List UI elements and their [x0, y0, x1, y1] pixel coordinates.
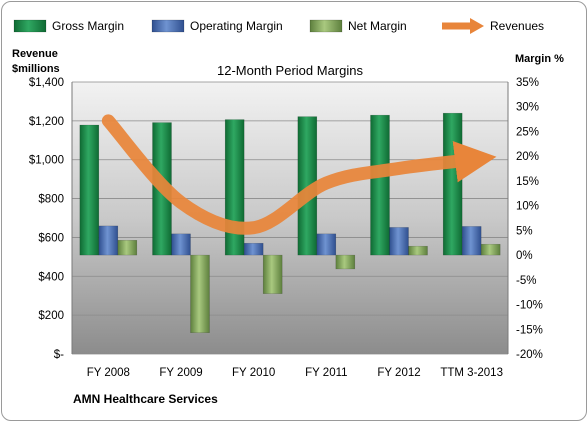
net-margin-bar: [481, 244, 500, 255]
operating-margin-bar: [390, 227, 409, 255]
legend-label: Operating Margin: [190, 19, 283, 33]
right-tick-label: -5%: [516, 275, 536, 287]
plot-area: [72, 82, 508, 354]
category-labels: FY 2008 FY 2009 FY 2010 FY 2011 FY 2012 TTM 3…: [87, 367, 503, 379]
operating-margin-bar: [172, 234, 191, 255]
operating-margin-bar: [462, 226, 481, 255]
right-tick-label: -15%: [516, 324, 543, 336]
category-label: TTM 3-2013: [440, 367, 503, 379]
right-tick-label: -10%: [516, 300, 543, 312]
legend-swatch-operating-margin: [152, 20, 184, 32]
company-name: AMN Healthcare Services: [73, 392, 218, 406]
right-tick-label: 35%: [516, 77, 539, 89]
net-margin-bar: [191, 255, 210, 333]
net-margin-bar: [336, 255, 355, 269]
legend-label: Revenues: [490, 19, 544, 33]
legend-swatch-net-margin: [310, 20, 342, 32]
gross-margin-bar: [225, 120, 244, 256]
chart-title: 12-Month Period Margins: [217, 63, 363, 78]
net-margin-bar: [263, 255, 282, 294]
right-tick-label: 10%: [516, 201, 539, 213]
left-tick-label: $200: [38, 310, 64, 322]
gross-margin-bar: [371, 115, 390, 255]
gross-margin-bar: [80, 125, 99, 255]
left-axis-label-line2: $millions: [12, 63, 60, 75]
legend-swatch-gross-margin: [14, 20, 46, 32]
left-axis-label-line1: Revenue: [12, 48, 58, 60]
category-label: FY 2009: [159, 367, 202, 379]
right-tick-label: 25%: [516, 126, 539, 138]
left-axis-ticks: $- $200 $400 $600 $800 $1,000 $1,200 $1,400: [29, 77, 64, 361]
left-tick-label: $400: [38, 271, 64, 283]
chart-legend: Gross Margin Operating Margin Net Margin Re…: [14, 18, 544, 34]
legend-label: Net Margin: [348, 19, 407, 33]
right-tick-label: 5%: [516, 225, 533, 237]
left-tick-label: $600: [38, 232, 64, 244]
right-axis-ticks: -20% -15% -10% -5% 0% 5% 10% 15% 20% 25% 30% 35%: [516, 77, 543, 361]
right-tick-label: 20%: [516, 151, 539, 163]
right-axis-label: Margin %: [515, 53, 564, 65]
legend-label: Gross Margin: [52, 19, 124, 33]
left-tick-label: $-: [54, 349, 64, 361]
right-tick-label: 30%: [516, 102, 539, 114]
category-label: FY 2012: [377, 367, 420, 379]
operating-margin-bar: [99, 226, 118, 255]
left-tick-label: $800: [38, 194, 64, 206]
gross-margin-bar: [443, 113, 462, 255]
category-label: FY 2011: [305, 367, 347, 379]
net-margin-bar: [118, 240, 137, 255]
right-tick-label: -20%: [516, 349, 543, 361]
right-tick-label: 15%: [516, 176, 539, 188]
operating-margin-bar: [244, 243, 263, 255]
left-tick-label: $1,400: [29, 77, 64, 89]
category-label: FY 2008: [87, 367, 130, 379]
right-tick-label: 0%: [516, 250, 533, 262]
category-label: FY 2010: [232, 367, 275, 379]
left-tick-label: $1,000: [29, 155, 64, 167]
left-tick-label: $1,200: [29, 116, 64, 128]
net-margin-bar: [409, 246, 428, 255]
legend-arrow-icon: [470, 18, 484, 34]
operating-margin-bar: [317, 234, 336, 255]
